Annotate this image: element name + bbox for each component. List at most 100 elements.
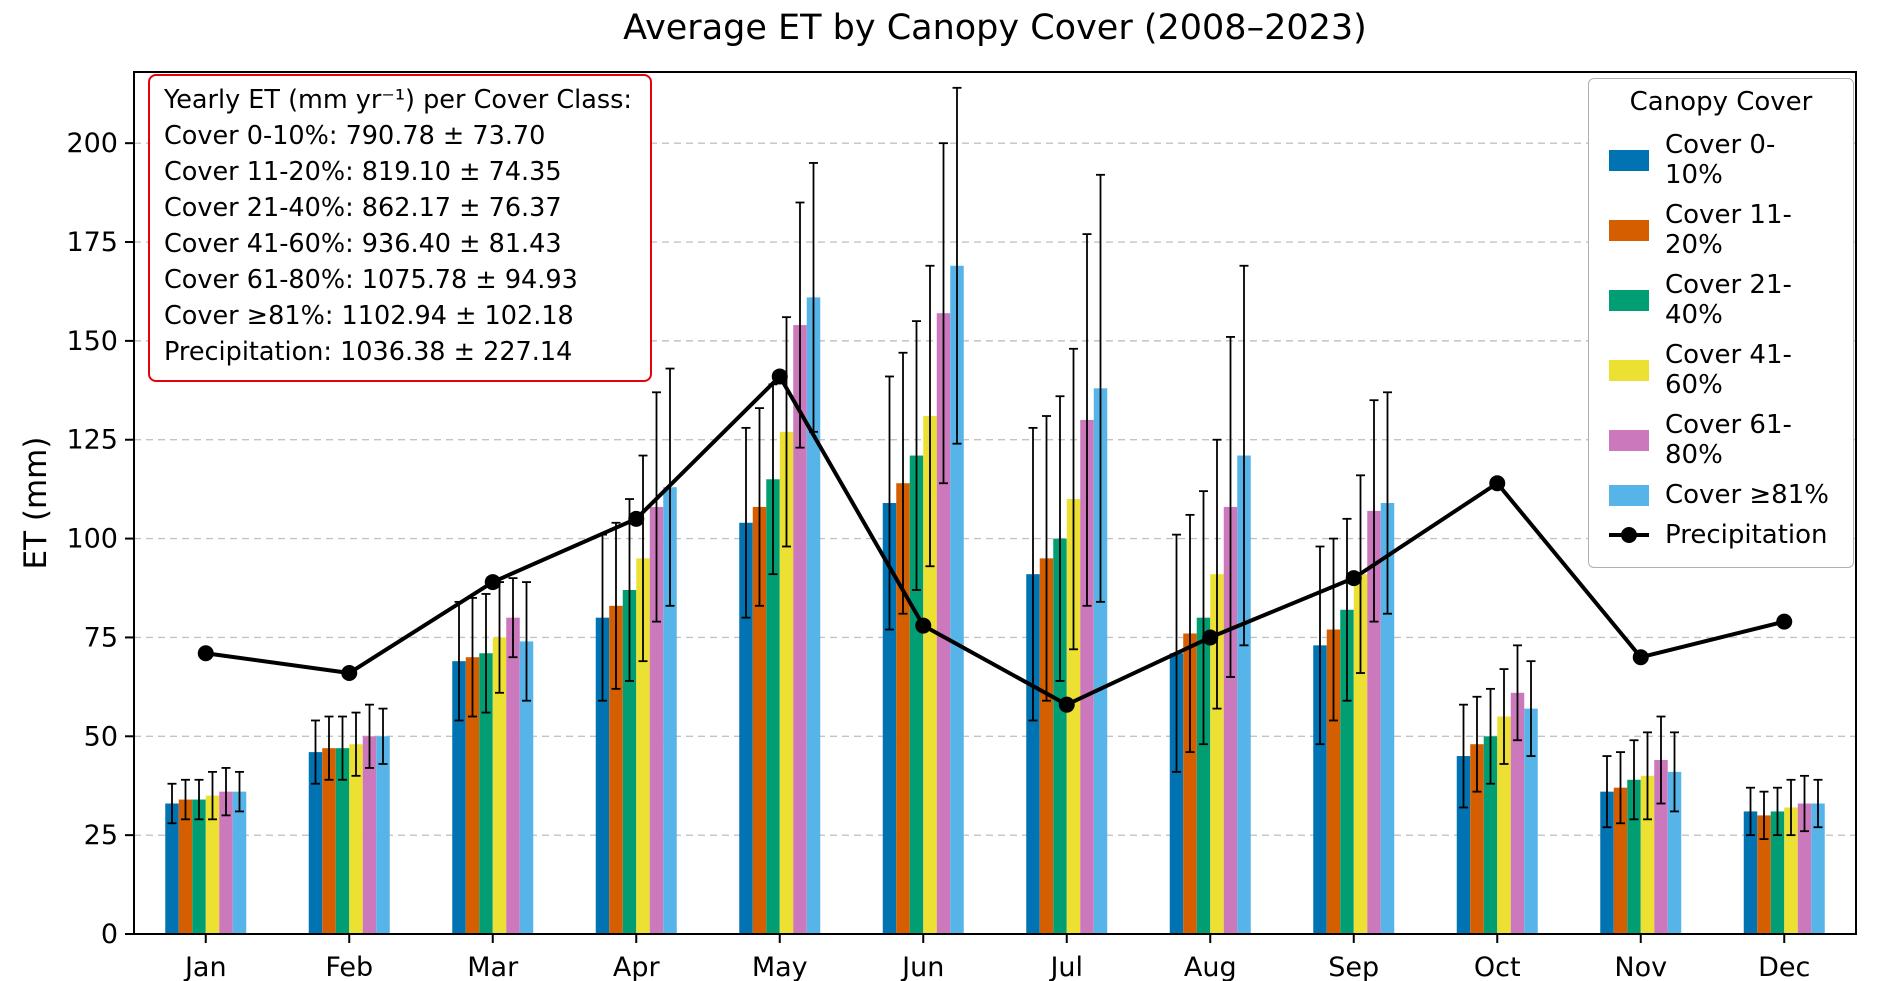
x-tick-label: Oct	[1474, 952, 1521, 981]
legend-item-label: Cover 61-80%	[1665, 410, 1792, 470]
x-tick-label: Feb	[325, 952, 373, 981]
bar	[882, 503, 897, 934]
bar	[1326, 629, 1341, 934]
legend-item: Cover ≥81%	[1589, 475, 1853, 515]
bar	[752, 506, 767, 934]
bar	[793, 325, 807, 934]
bar	[506, 617, 520, 934]
bar-series-5	[232, 265, 1825, 934]
color-swatch-icon	[1609, 149, 1649, 171]
bar	[349, 744, 363, 934]
color-swatch-icon	[1609, 219, 1649, 241]
legend-item-label: Cover ≥81%	[1665, 480, 1829, 510]
bar	[519, 641, 534, 934]
bar	[1066, 499, 1081, 934]
annotation-line: Cover 61-80%: 1075.78 ± 94.93	[164, 265, 578, 295]
bar	[492, 637, 507, 934]
precipitation-marker	[1632, 649, 1649, 666]
bar	[1770, 811, 1785, 934]
bar	[205, 795, 220, 934]
y-axis-label: ET (mm)	[18, 436, 54, 570]
annotation-line: Cover 21-40%: 862.17 ± 76.37	[164, 193, 562, 223]
bar	[322, 748, 336, 934]
bar	[779, 431, 794, 934]
annotation-lines: Cover 0-10%: 790.78 ± 73.70 Cover 11-20%:…	[164, 118, 632, 370]
annotation-line: Cover 41-60%: 936.40 ± 81.43	[164, 229, 562, 259]
x-tick-label: May	[752, 952, 808, 981]
bar	[1811, 803, 1825, 934]
bar	[1667, 771, 1682, 934]
legend-item: Cover 41-60%	[1589, 335, 1853, 405]
bar	[806, 297, 821, 934]
axis-ticks	[125, 142, 1786, 943]
bar	[1380, 503, 1395, 934]
bar	[1613, 787, 1628, 934]
bar	[192, 799, 206, 934]
bar-series-1	[178, 483, 1771, 934]
legend-title: Canopy Cover	[1629, 87, 1813, 117]
bar	[1483, 736, 1498, 934]
annotation-line: Cover ≥81%: 1102.94 ± 102.18	[164, 301, 574, 331]
y-tick-label: 150	[66, 326, 118, 357]
precipitation-line	[205, 373, 1785, 707]
bar	[165, 803, 179, 934]
legend-item: Cover 61-80%	[1589, 405, 1853, 475]
y-tick-label: 50	[84, 721, 118, 752]
bar	[649, 506, 664, 934]
x-tick-label: Apr	[613, 952, 661, 981]
bar	[909, 455, 924, 934]
chart-title: Average ET by Canopy Cover (2008–2023)	[623, 8, 1367, 48]
bar	[1640, 775, 1655, 934]
legend-item-label: Cover 41-60%	[1665, 340, 1792, 400]
x-tick-label: Nov	[1614, 952, 1667, 981]
plot-border	[133, 71, 1857, 935]
y-tick-label: 200	[66, 128, 118, 159]
bar	[1627, 779, 1641, 934]
precipitation-marker	[628, 510, 645, 527]
bar	[376, 736, 390, 934]
precipitation-marker	[771, 368, 788, 385]
x-tick-label: Jan	[183, 952, 227, 981]
y-tick-label: 25	[84, 820, 118, 851]
error-bars	[167, 86, 1823, 841]
precipitation-marker	[484, 574, 501, 591]
x-tick-label: Dec	[1758, 952, 1810, 981]
bar	[1367, 510, 1381, 934]
precipitation-dot-icon	[1621, 527, 1637, 543]
bar	[663, 487, 677, 934]
color-swatch-icon	[1609, 289, 1649, 311]
bar	[950, 265, 964, 934]
bar	[739, 522, 753, 934]
precipitation-marker	[1345, 570, 1362, 587]
bar	[1510, 692, 1525, 934]
gridlines	[134, 142, 1856, 836]
legend-item: Precipitation	[1589, 515, 1853, 555]
bar-series-4	[219, 313, 1812, 934]
color-swatch-icon	[1609, 429, 1649, 451]
bar	[178, 799, 193, 934]
bar	[1784, 807, 1798, 934]
bar	[1026, 574, 1040, 934]
bar	[636, 558, 650, 934]
bar	[1757, 815, 1771, 934]
legend: Canopy Cover Cover 0-10% Cover 11-20% Cove…	[1588, 78, 1854, 568]
bar	[1524, 708, 1538, 934]
bar	[1797, 803, 1812, 934]
bar	[1340, 609, 1354, 934]
bar	[1353, 574, 1368, 934]
bar	[1169, 653, 1184, 934]
bar	[465, 657, 480, 934]
bar	[1183, 633, 1197, 934]
bar	[923, 416, 937, 935]
y-tick-label: 175	[66, 227, 118, 258]
precipitation-marker	[197, 645, 214, 662]
bar	[219, 791, 233, 934]
bar	[452, 661, 466, 934]
x-tick-label: Sep	[1328, 952, 1379, 981]
bar	[936, 313, 951, 934]
x-tick-label: Mar	[467, 952, 519, 981]
color-swatch-icon	[1609, 484, 1649, 506]
x-tick-label: Jul	[1048, 952, 1083, 981]
